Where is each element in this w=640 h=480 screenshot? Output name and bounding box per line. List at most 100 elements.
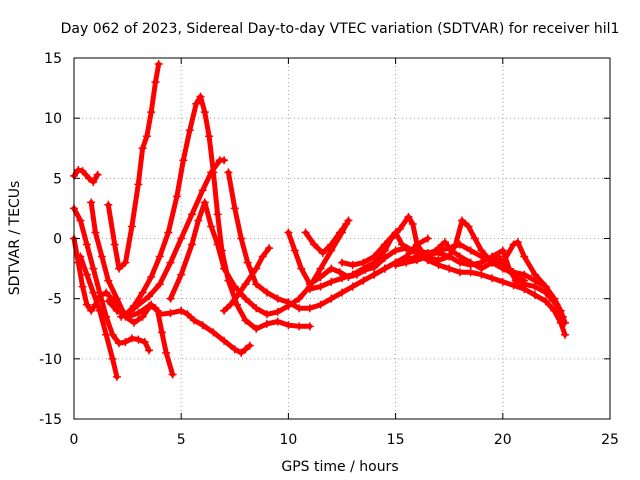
data-point-marker: [301, 228, 310, 237]
data-point-marker: [262, 310, 271, 319]
data-point-marker: [252, 264, 261, 273]
data-point-marker: [112, 294, 121, 303]
data-point-marker: [157, 328, 166, 337]
data-point-marker: [541, 297, 550, 306]
data-point-marker: [138, 312, 147, 321]
data-point-marker: [147, 108, 156, 117]
data-point-marker: [104, 276, 113, 285]
data-point-marker: [241, 345, 250, 354]
series-arc13: [301, 220, 351, 257]
data-point-marker: [243, 258, 252, 267]
data-point-marker: [445, 252, 454, 261]
data-point-marker: [93, 170, 102, 179]
data-point-marker: [134, 335, 143, 344]
data-point-marker: [153, 306, 162, 315]
data-point-marker: [458, 216, 467, 225]
data-point-marker: [127, 222, 136, 231]
data-point-marker: [213, 240, 222, 249]
data-point-marker: [509, 281, 518, 290]
y-tick-label: -5: [48, 292, 62, 308]
data-point-marker: [455, 252, 464, 261]
data-point-marker: [258, 252, 267, 261]
data-point-marker: [220, 156, 229, 165]
chart-title: Day 062 of 2023, Sidereal Day-to-day VTE…: [61, 21, 620, 37]
data-point-marker: [273, 307, 282, 316]
data-point-marker: [338, 258, 346, 267]
data-point-marker: [226, 300, 235, 309]
data-point-marker: [558, 316, 567, 325]
data-point-marker: [295, 294, 304, 303]
data-point-marker: [115, 264, 124, 273]
data-point-marker: [130, 304, 139, 313]
data-point-marker: [104, 200, 113, 209]
data-point-marker: [104, 297, 113, 306]
data-point-marker: [82, 270, 91, 279]
data-point-marker: [316, 300, 325, 309]
data-point-marker: [207, 222, 216, 231]
data-point-marker: [241, 294, 250, 303]
data-point-marker: [348, 260, 357, 269]
data-point-marker: [196, 92, 205, 101]
data-point-marker: [466, 268, 475, 277]
data-point-marker: [97, 252, 106, 261]
data-point-marker: [166, 309, 175, 318]
data-point-marker: [342, 220, 351, 229]
data-point-marker: [155, 252, 164, 261]
data-point-marker: [380, 240, 389, 249]
data-point-marker: [151, 78, 160, 87]
data-point-marker: [359, 276, 368, 285]
data-point-marker: [316, 264, 325, 273]
data-point-marker: [145, 292, 154, 301]
data-point-marker: [380, 264, 389, 273]
data-point-marker: [464, 222, 473, 231]
series-track: [303, 221, 349, 256]
data-point-marker: [138, 144, 147, 153]
data-point-marker: [335, 268, 344, 277]
data-point-marker: [404, 212, 413, 221]
series-track: [168, 199, 351, 317]
data-point-marker: [110, 240, 119, 249]
data-point-marker: [230, 204, 239, 213]
data-point-marker: [74, 165, 83, 174]
data-point-marker: [327, 277, 336, 286]
series-arc6: [104, 60, 163, 273]
y-tick-label: 5: [53, 171, 62, 187]
data-point-marker: [237, 348, 246, 357]
data-point-marker: [262, 319, 271, 328]
data-point-marker: [252, 280, 261, 289]
data-point-marker: [494, 252, 503, 261]
y-tick-label: -15: [39, 412, 62, 428]
data-point-marker: [192, 99, 201, 108]
data-point-marker: [500, 264, 509, 273]
series-arc8: [117, 156, 229, 321]
data-point-marker: [395, 224, 404, 233]
data-point-marker: [134, 309, 143, 318]
data-point-marker: [168, 370, 177, 379]
data-point-marker: [310, 240, 319, 249]
data-point-marker: [338, 274, 346, 283]
data-point-marker: [447, 246, 456, 255]
data-point-marker: [440, 238, 449, 247]
data-point-marker: [391, 260, 400, 269]
data-point-marker: [455, 268, 464, 277]
x-axis-label: GPS time / hours: [281, 459, 398, 475]
data-point-marker: [87, 306, 96, 315]
data-point-marker: [252, 304, 261, 313]
data-point-marker: [112, 306, 121, 315]
data-point-marker: [138, 288, 147, 297]
data-point-marker: [177, 306, 186, 315]
data-point-marker: [488, 274, 497, 283]
data-point-marker: [284, 298, 293, 307]
data-point-marker: [327, 264, 336, 273]
series-arc2: [70, 204, 154, 355]
data-point-marker: [245, 341, 254, 350]
data-point-marker: [338, 288, 346, 297]
data-point-marker: [423, 252, 432, 261]
data-point-marker: [177, 270, 186, 279]
data-point-marker: [117, 312, 126, 321]
data-point-marker: [408, 246, 417, 255]
data-point-marker: [237, 234, 246, 243]
data-point-marker: [147, 273, 156, 282]
data-point-marker: [498, 246, 507, 255]
